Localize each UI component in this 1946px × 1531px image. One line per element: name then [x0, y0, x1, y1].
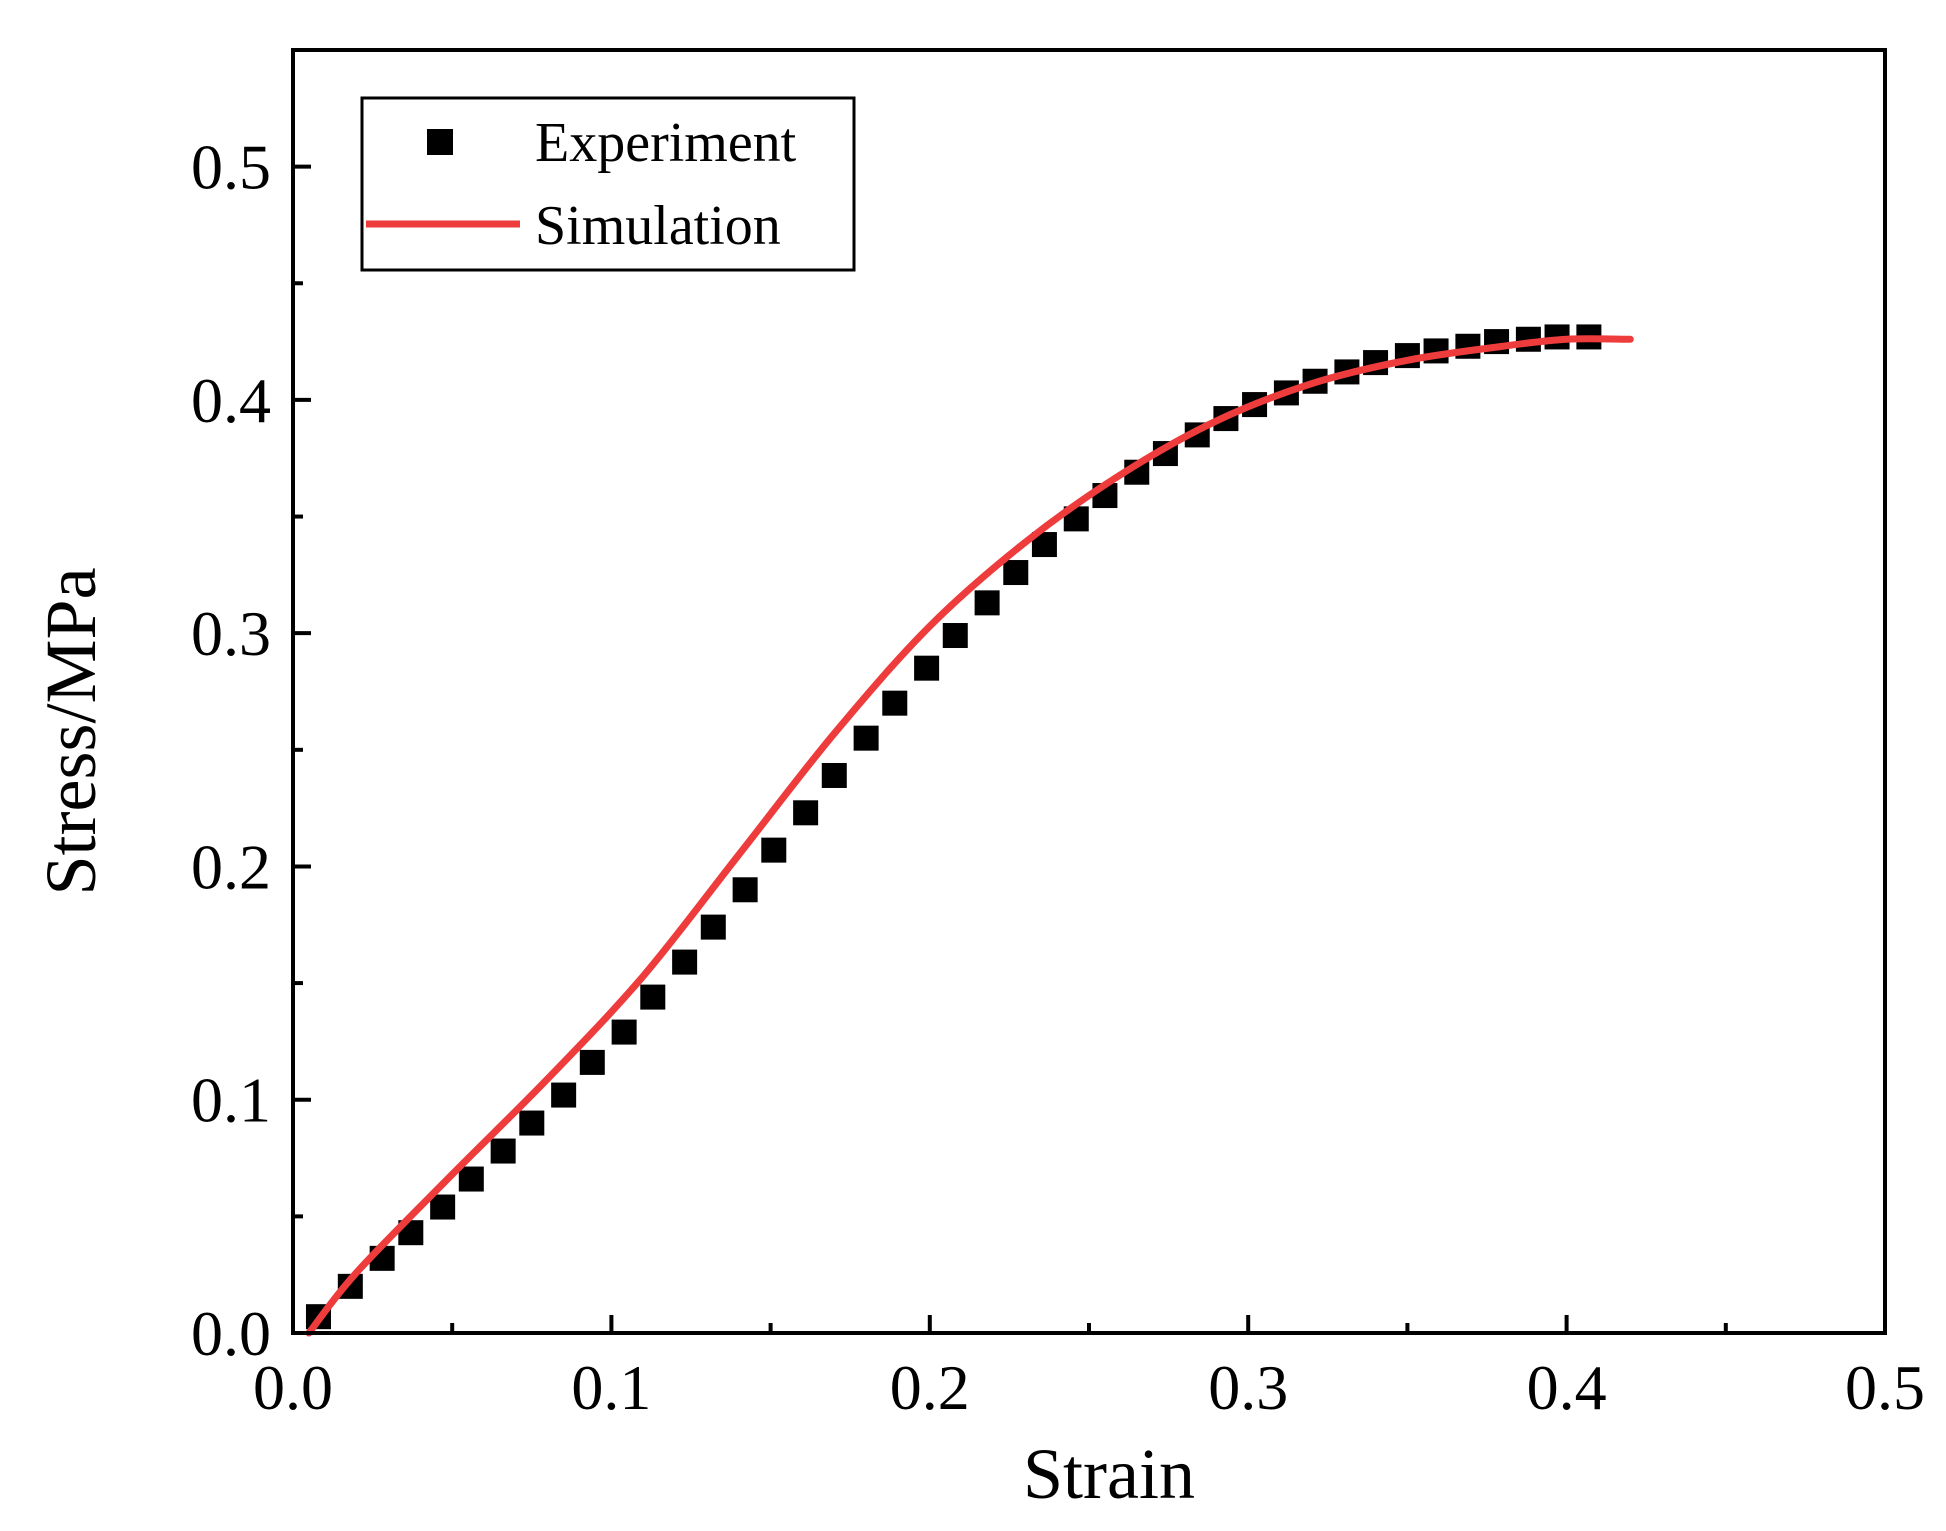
experiment-point	[821, 762, 847, 788]
y-tick-label: 0.2	[191, 831, 271, 902]
legend-marker-experiment	[427, 129, 453, 155]
experiment-point	[519, 1110, 545, 1136]
x-tick-label: 0.1	[571, 1352, 651, 1423]
experiment-point	[430, 1194, 456, 1220]
experiment-point	[793, 800, 819, 826]
experiment-point	[490, 1138, 516, 1164]
y-tick-label: 0.1	[191, 1065, 271, 1136]
y-tick-label: 0.0	[191, 1298, 271, 1369]
experiment-point	[640, 984, 666, 1010]
y-axis-title: Stress/MPa	[31, 567, 111, 895]
y-tick-label: 0.5	[191, 132, 271, 203]
experiment-point	[551, 1082, 577, 1108]
x-tick-label: 0.0	[253, 1352, 333, 1423]
plot-layer	[305, 324, 1634, 1337]
experiment-point	[732, 877, 758, 903]
experiment-point	[1003, 560, 1029, 586]
x-tick-label: 0.4	[1527, 1352, 1607, 1423]
x-axis-title: Strain	[1023, 1434, 1195, 1514]
legend-box	[360, 96, 856, 272]
experiment-point	[882, 690, 908, 716]
experiment-point	[914, 655, 940, 681]
y-tick-label: 0.3	[191, 598, 271, 669]
legend-label-experiment: Experiment	[535, 112, 797, 174]
experiment-point	[761, 837, 787, 863]
x-tick-label: 0.5	[1845, 1352, 1925, 1423]
experiment-point	[942, 623, 968, 649]
legend-label-simulation: Simulation	[535, 195, 781, 257]
simulation-line	[305, 335, 1634, 1337]
y-tick-label: 0.4	[191, 365, 271, 436]
axes-layer: 0.0 0.1 0.2 0.3 0.4 0.5 0.0 0.1 0.2 0.3 0.4 0.5	[191, 48, 1925, 1423]
experiment-point	[974, 590, 1000, 616]
legend: Experiment Simulation	[360, 96, 856, 272]
experiment-point	[853, 725, 879, 751]
x-tick-label: 0.3	[1208, 1352, 1288, 1423]
experiment-point	[672, 949, 698, 975]
experiment-point	[579, 1049, 605, 1075]
experiment-point	[458, 1166, 484, 1192]
experiment-point	[700, 914, 726, 940]
x-tick-label: 0.2	[890, 1352, 970, 1423]
experiment-point	[611, 1019, 637, 1045]
